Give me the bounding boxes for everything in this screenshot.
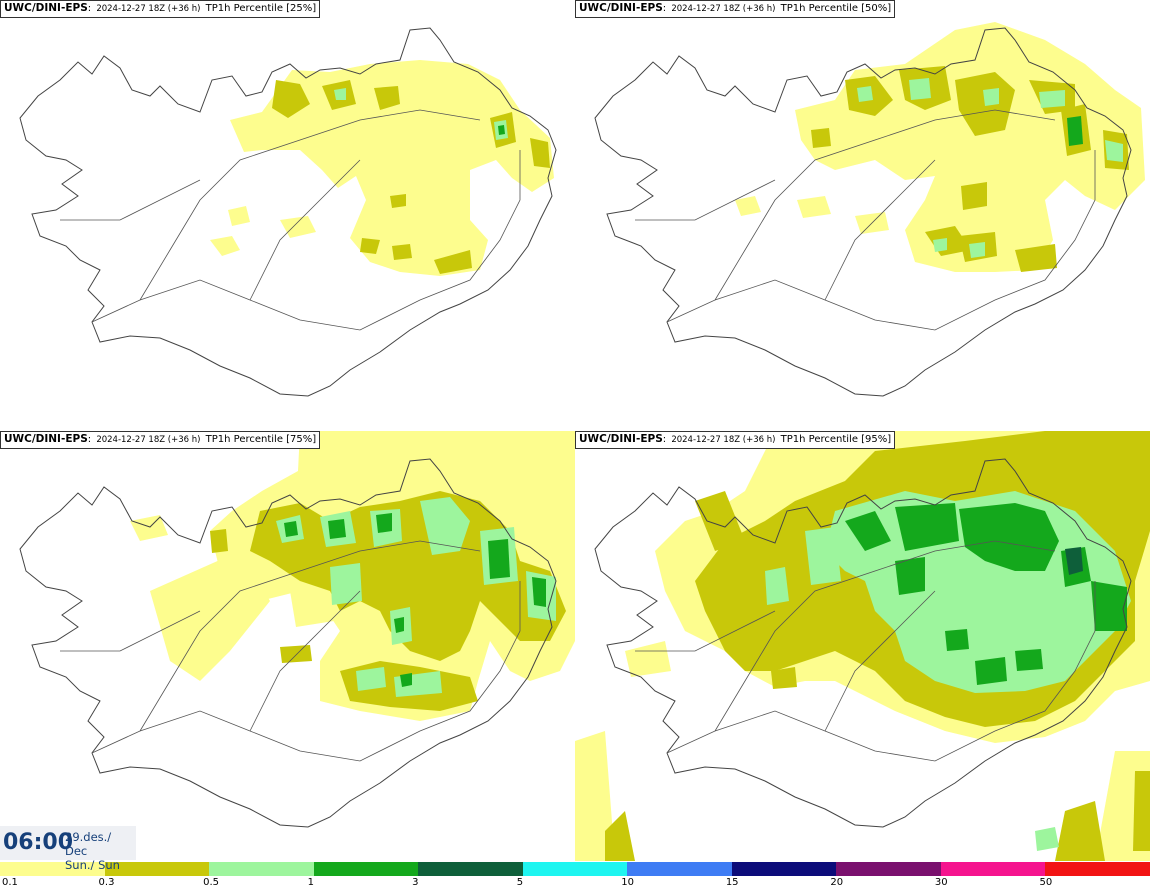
- legend-label: 0.3: [98, 877, 115, 888]
- parameter-label: TP1h Percentile [50%]: [780, 3, 892, 14]
- map-canvas: [19, 27, 557, 397]
- legend-label: 50: [1039, 877, 1053, 888]
- panel-title: UWC/DINI-EPS: 2024-12-27 18Z (+36 h) TP1…: [575, 431, 896, 449]
- legend-swatch: [104, 862, 210, 876]
- run-info: 2024-12-27 18Z (+36 h): [671, 4, 776, 14]
- road-network: [60, 109, 521, 331]
- model-name: UWC/DINI-EPS: [579, 433, 663, 445]
- precip-field: [210, 60, 554, 276]
- legend-swatch: [627, 862, 732, 876]
- valid-date: 29.des./ Dec Sun./ Sun: [65, 830, 136, 872]
- run-info: 2024-12-27 18Z (+36 h): [96, 4, 201, 14]
- valid-date-line: 29.des./ Dec: [65, 830, 112, 858]
- panel-title: UWC/DINI-EPS: 2024-12-27 18Z (+36 h) TP1…: [0, 0, 321, 18]
- legend-swatch: [836, 862, 941, 876]
- legend-label: 3: [412, 877, 419, 888]
- legend-label: 15: [725, 877, 739, 888]
- map-panel-p95: UWC/DINI-EPS: 2024-12-27 18Z (+36 h) TP1…: [575, 431, 1150, 861]
- road-network: [635, 109, 1096, 331]
- precip-field: [575, 431, 1150, 861]
- coastline: [594, 458, 1132, 828]
- valid-day-line: Sun./ Sun: [65, 858, 120, 872]
- run-info: 2024-12-27 18Z (+36 h): [96, 435, 201, 445]
- coastline: [19, 458, 557, 828]
- map-panel-p75: UWC/DINI-EPS: 2024-12-27 18Z (+36 h) TP1…: [0, 431, 575, 861]
- legend-swatch: [0, 862, 105, 876]
- legend-label: 10: [621, 877, 634, 888]
- legend-label: 1: [307, 877, 314, 888]
- run-info: 2024-12-27 18Z (+36 h): [671, 435, 776, 445]
- legend-swatch: [418, 862, 523, 876]
- valid-time: 06:00: [3, 830, 74, 855]
- legend-swatch: [731, 862, 837, 876]
- model-name: UWC/DINI-EPS: [4, 2, 88, 14]
- panel-title: UWC/DINI-EPS: 2024-12-27 18Z (+36 h) TP1…: [0, 431, 321, 449]
- legend-swatch: [209, 862, 314, 876]
- map-canvas: [594, 22, 1145, 397]
- model-name: UWC/DINI-EPS: [579, 2, 663, 14]
- parameter-label: TP1h Percentile [75%]: [205, 434, 317, 445]
- coastline: [19, 27, 557, 397]
- color-legend: [0, 862, 1150, 876]
- map-canvas: [19, 431, 575, 828]
- valid-time-box: 06:00 29.des./ Dec Sun./ Sun: [0, 826, 136, 872]
- map-panel-p50: UWC/DINI-EPS: 2024-12-27 18Z (+36 h) TP1…: [575, 0, 1150, 430]
- legend-swatch: [522, 862, 628, 876]
- legend-label: 30: [934, 877, 948, 888]
- map-canvas: [575, 431, 1150, 861]
- legend-label: 0.1: [2, 877, 18, 888]
- legend-label: 0.5: [203, 877, 219, 888]
- legend-label: 5: [516, 877, 524, 888]
- legend-swatch: [940, 862, 1046, 876]
- precip-field: [735, 22, 1145, 272]
- parameter-label: TP1h Percentile [25%]: [205, 3, 317, 14]
- legend-label: 20: [830, 877, 844, 888]
- model-name: UWC/DINI-EPS: [4, 433, 88, 445]
- road-network: [635, 540, 1096, 762]
- coastline: [594, 27, 1132, 397]
- legend-swatch: [313, 862, 419, 876]
- parameter-label: TP1h Percentile [95%]: [780, 434, 892, 445]
- panel-title: UWC/DINI-EPS: 2024-12-27 18Z (+36 h) TP1…: [575, 0, 896, 18]
- road-network: [60, 540, 521, 762]
- map-panel-p25: UWC/DINI-EPS: 2024-12-27 18Z (+36 h) TP1…: [0, 0, 575, 430]
- precip-field: [130, 431, 575, 721]
- legend-labels: 0.1 0.3 0.5 1 3 5 10 15 20 30 50: [0, 876, 1150, 891]
- legend-swatch: [1045, 862, 1150, 876]
